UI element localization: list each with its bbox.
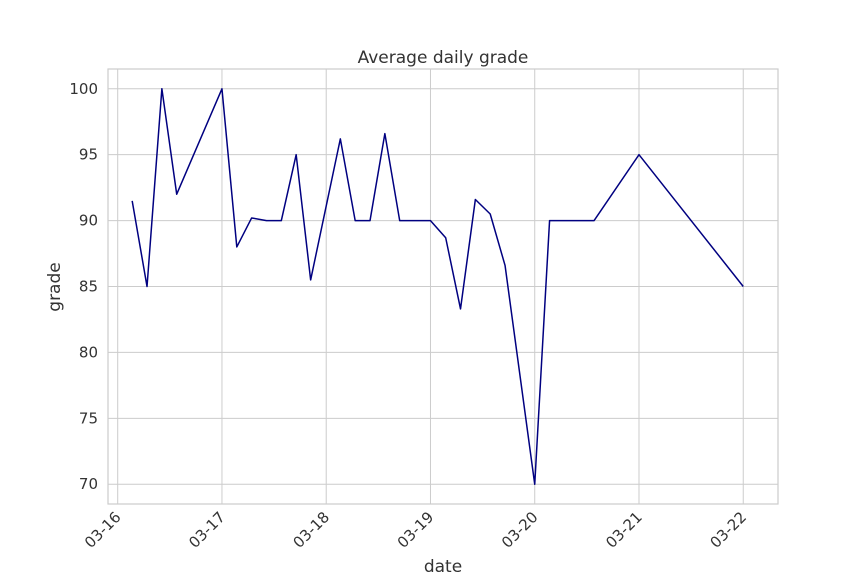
x-tick-label: 03-20 (498, 508, 542, 552)
x-tick-label: 03-16 (81, 508, 125, 552)
y-tick-label: 100 (69, 80, 98, 98)
plot-frame (107, 68, 779, 505)
grid-lines (108, 69, 778, 504)
y-axis-ticks: 70 75 80 85 90 95 100 (69, 80, 98, 493)
x-tick-label: 03-17 (185, 508, 229, 552)
series-line (131, 88, 744, 485)
x-tick-label: 03-18 (289, 508, 333, 552)
y-tick-label: 85 (79, 278, 98, 296)
x-tick-label: 03-22 (707, 508, 751, 552)
x-axis-label: date (424, 557, 462, 576)
y-tick-label: 90 (79, 212, 98, 230)
y-tick-label: 75 (79, 409, 98, 427)
y-tick-label: 80 (79, 343, 98, 361)
y-axis-label: grade (45, 262, 65, 311)
y-tick-label: 70 (79, 475, 98, 493)
chart-title: Average daily grade (358, 48, 529, 68)
y-tick-label: 95 (79, 146, 98, 164)
x-tick-label: 03-19 (394, 508, 438, 552)
series-layer (131, 88, 744, 485)
x-tick-label: 03-21 (602, 508, 646, 552)
x-axis-ticks: 03-16 03-17 03-18 03-19 03-20 03-21 03-22 (81, 508, 750, 552)
